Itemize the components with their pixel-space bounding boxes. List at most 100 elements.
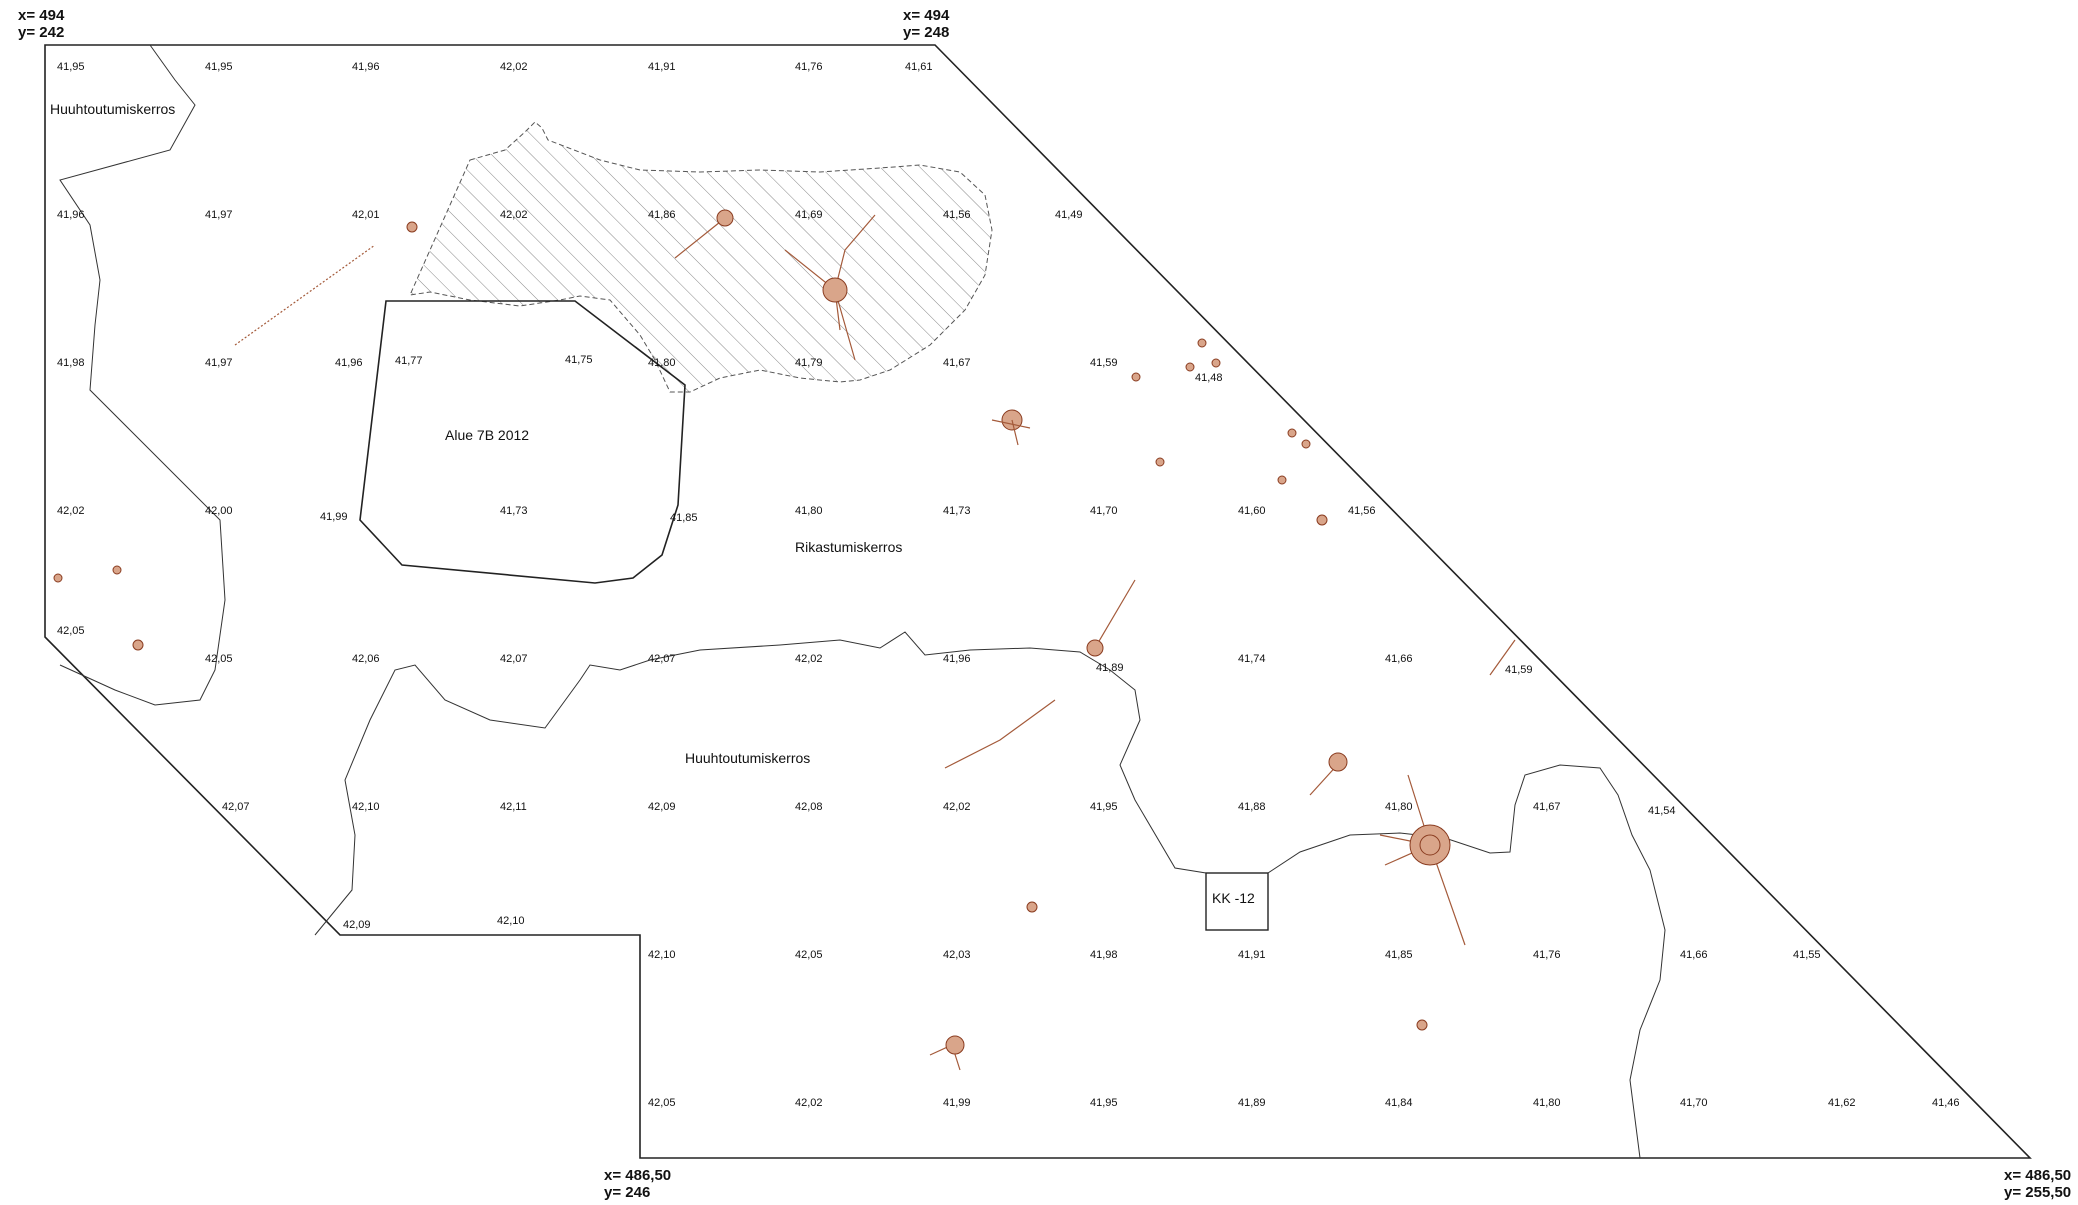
elevation-reading: 42,02 (500, 61, 528, 73)
elevation-reading: 42,01 (352, 209, 380, 221)
elevation-reading: 41,98 (1090, 949, 1118, 961)
elevation-reading: 41,89 (1096, 662, 1124, 674)
corner-top-right-x: x= 494 (903, 7, 950, 24)
elevation-reading: 41,48 (1195, 372, 1223, 384)
elevation-reading: 42,07 (500, 653, 528, 665)
elevation-reading: 42,07 (222, 801, 250, 813)
elevation-reading: 41,80 (648, 357, 676, 369)
contour-middle (314, 631, 1207, 936)
elevation-reading: 41,77 (395, 355, 423, 367)
corner-bottom-right-y: y= 255,50 (2004, 1184, 2071, 1201)
elevation-reading: 41,95 (57, 61, 85, 73)
elevation-reading: 42,07 (648, 653, 676, 665)
corner-bottom-left-y: y= 246 (604, 1184, 650, 1201)
elevation-reading: 41,75 (565, 354, 593, 366)
elevation-reading: 41,96 (57, 209, 85, 221)
elevation-reading: 41,70 (1090, 505, 1118, 517)
elevation-reading: 42,05 (205, 653, 233, 665)
label-kk-12: KK -12 (1212, 890, 1255, 906)
elevation-reading: 41,79 (795, 357, 823, 369)
elevation-reading: 41,98 (57, 357, 85, 369)
elevation-reading: 42,03 (943, 949, 971, 961)
elevation-reading: 42,09 (343, 919, 371, 931)
corner-bottom-left-x: x= 486,50 (604, 1167, 671, 1184)
elevation-reading: 42,02 (795, 1097, 823, 1109)
contour-top-left (59, 44, 226, 706)
elevation-reading: 42,10 (352, 801, 380, 813)
elevation-reading: 42,08 (795, 801, 823, 813)
elevation-reading: 41,73 (943, 505, 971, 517)
elevation-reading: 41,55 (1793, 949, 1821, 961)
elevation-reading: 41,97 (205, 209, 233, 221)
elevation-reading: 41,88 (1238, 801, 1266, 813)
elevation-reading: 42,10 (497, 915, 525, 927)
elevation-reading: 41,49 (1055, 209, 1083, 221)
kk-12-box (1205, 872, 1269, 931)
elevation-reading: 41,91 (648, 61, 676, 73)
elevation-reading: 41,96 (352, 61, 380, 73)
label-alue-7b-2012: Alue 7B 2012 (445, 427, 529, 443)
elevation-reading: 42,06 (352, 653, 380, 665)
elevation-reading: 41,85 (1385, 949, 1413, 961)
elevation-reading: 41,96 (335, 357, 363, 369)
elevation-reading: 41,62 (1828, 1097, 1856, 1109)
elevation-reading: 41,74 (1238, 653, 1266, 665)
elevation-reading: 41,85 (670, 512, 698, 524)
elevation-reading: 42,02 (943, 801, 971, 813)
contour-right (1267, 764, 1666, 1159)
elevation-reading: 41,80 (1385, 801, 1413, 813)
elevation-reading: 41,54 (1648, 805, 1676, 817)
elevation-reading: 41,97 (205, 357, 233, 369)
elevation-reading: 41,86 (648, 209, 676, 221)
elevation-reading: 41,76 (795, 61, 823, 73)
elevation-reading: 41,59 (1505, 664, 1533, 676)
elevation-reading: 41,56 (1348, 505, 1376, 517)
elevation-reading: 41,66 (1385, 653, 1413, 665)
elevation-reading: 42,02 (795, 653, 823, 665)
elevation-reading: 41,67 (943, 357, 971, 369)
elevation-reading: 41,59 (1090, 357, 1118, 369)
elevation-reading: 41,46 (1932, 1097, 1960, 1109)
elevation-reading: 42,11 (500, 801, 527, 813)
elevation-reading: 41,84 (1385, 1097, 1413, 1109)
elevation-reading: 41,73 (500, 505, 528, 517)
corner-top-right-y: y= 248 (903, 24, 949, 41)
elevation-reading: 41,95 (1090, 1097, 1118, 1109)
corner-top-left-y: y= 242 (18, 24, 64, 41)
label-rikastumiskerros: Rikastumiskerros (795, 539, 902, 555)
elevation-reading: 41,76 (1533, 949, 1561, 961)
hatched-area (409, 121, 993, 393)
corner-bottom-right-x: x= 486,50 (2004, 1167, 2071, 1184)
elevation-reading: 42,05 (57, 625, 85, 637)
alue-7b-polygon (359, 300, 686, 584)
elevation-reading: 41,70 (1680, 1097, 1708, 1109)
elevation-reading: 42,00 (205, 505, 233, 517)
elevation-reading: 41,99 (943, 1097, 971, 1109)
elevation-reading: 42,10 (648, 949, 676, 961)
elevation-reading: 41,67 (1533, 801, 1561, 813)
elevation-reading: 42,05 (795, 949, 823, 961)
feature-marks (53, 209, 1516, 1071)
elevation-reading: 41,89 (1238, 1097, 1266, 1109)
elevation-reading: 42,02 (500, 209, 528, 221)
elevation-reading: 41,95 (1090, 801, 1118, 813)
elevation-reading: 41,56 (943, 209, 971, 221)
elevation-reading: 41,80 (1533, 1097, 1561, 1109)
elevation-reading: 41,80 (795, 505, 823, 517)
elevation-reading: 41,99 (320, 511, 348, 523)
site-boundary (44, 44, 2032, 1159)
corner-top-left-x: x= 494 (18, 7, 65, 24)
elevation-reading: 41,96 (943, 653, 971, 665)
label-huuhtoutumiskerros-bottom: Huuhtoutumiskerros (685, 750, 810, 766)
elevation-reading: 41,95 (205, 61, 233, 73)
elevation-reading: 41,91 (1238, 949, 1266, 961)
elevation-reading: 42,02 (57, 505, 85, 517)
elevation-reading: 41,66 (1680, 949, 1708, 961)
elevation-reading: 42,05 (648, 1097, 676, 1109)
elevation-reading: 41,69 (795, 209, 823, 221)
elevation-reading: 41,61 (905, 61, 933, 73)
elevation-reading: 41,60 (1238, 505, 1266, 517)
label-huuhtoutumiskerros-top: Huuhtoutumiskerros (50, 101, 175, 117)
elevation-reading: 42,09 (648, 801, 676, 813)
